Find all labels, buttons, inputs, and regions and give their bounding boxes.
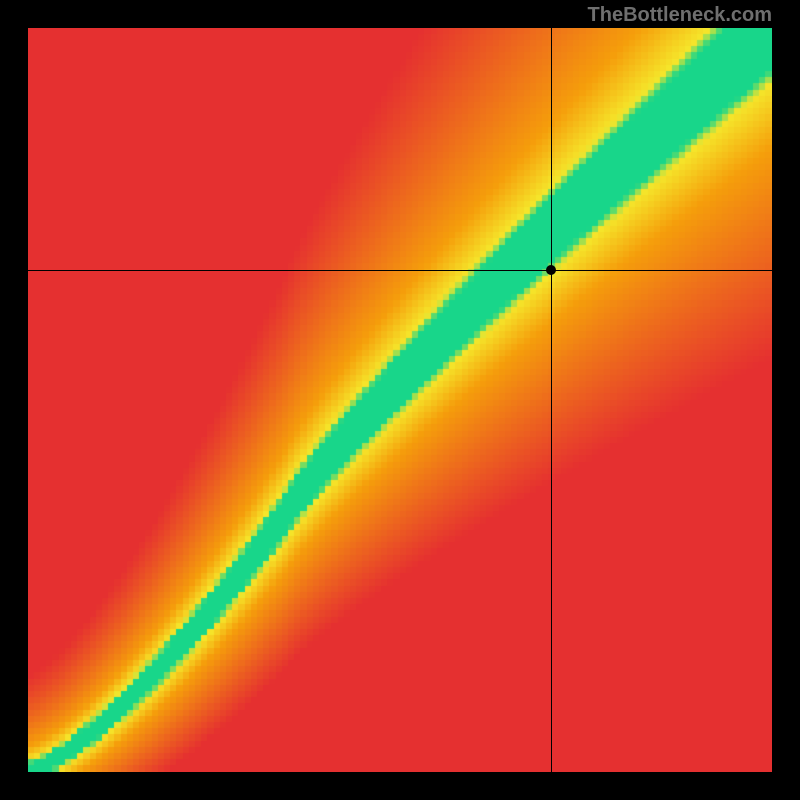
crosshair-vertical [551,28,552,772]
heatmap-chart [28,28,772,772]
crosshair-marker [546,265,556,275]
heatmap-canvas [28,28,772,772]
crosshair-horizontal [28,270,772,271]
watermark-text: TheBottleneck.com [588,4,772,27]
